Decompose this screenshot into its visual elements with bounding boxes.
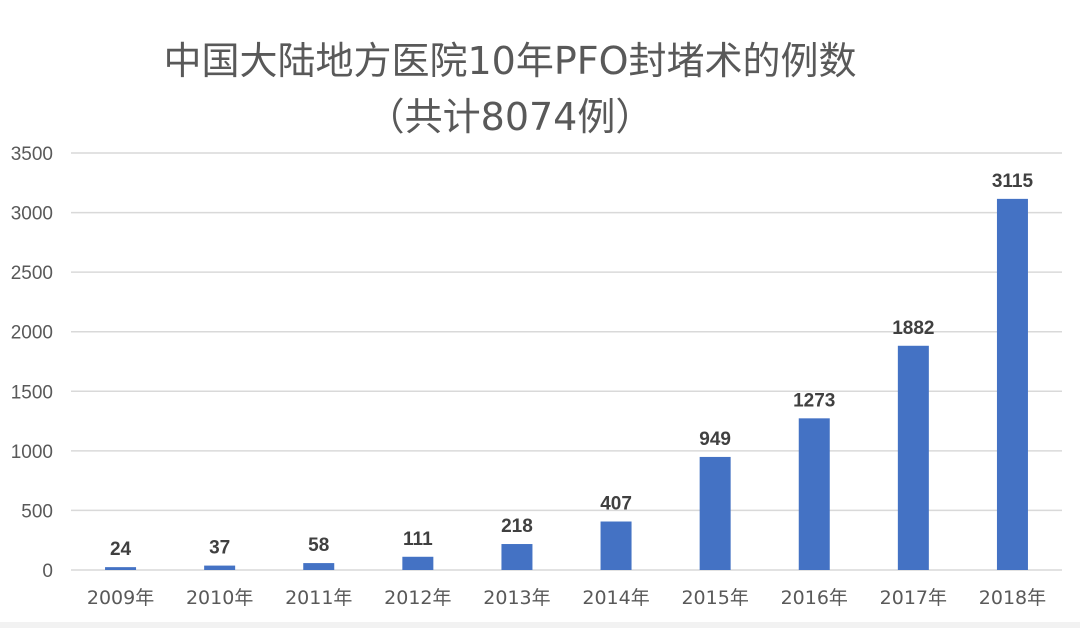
data-label: 24 [110, 539, 132, 560]
data-label: 1882 [892, 318, 934, 339]
data-label: 58 [308, 535, 329, 556]
y-tick-label: 3000 [11, 204, 53, 225]
x-tick-label: 2011年 [285, 587, 352, 609]
footer-strip [0, 622, 1080, 628]
x-tick-label: 2016年 [781, 587, 848, 609]
y-tick-label: 2000 [11, 323, 53, 344]
y-tick-label: 3500 [11, 144, 53, 165]
x-tick-label: 2009年 [87, 587, 154, 609]
data-label: 37 [209, 538, 230, 559]
bar [402, 556, 434, 570]
data-label: 218 [501, 516, 533, 537]
y-tick-label: 0 [42, 561, 53, 582]
x-tick-label: 2010年 [186, 587, 253, 609]
data-label: 949 [699, 429, 731, 450]
y-tick-label: 1500 [11, 382, 53, 403]
bar [996, 198, 1028, 570]
bar [798, 418, 830, 570]
y-tick-label: 1000 [11, 442, 53, 463]
y-tick-label: 500 [21, 501, 53, 522]
y-tick-label: 2500 [11, 263, 53, 284]
bar [600, 521, 632, 570]
bar [699, 456, 731, 570]
bar [501, 544, 533, 570]
data-label: 1273 [793, 390, 835, 411]
x-tick-label: 2014年 [582, 587, 649, 609]
data-label: 407 [600, 494, 632, 515]
data-label: 3115 [992, 171, 1034, 192]
x-tick-label: 2017年 [880, 587, 947, 609]
bar [897, 345, 929, 570]
chart-title: 中国大陆地方医院10年PFO封堵术的例数 [163, 39, 857, 83]
x-tick-label: 2012年 [384, 587, 451, 609]
chart-subtitle: （共计8074例） [366, 95, 654, 139]
x-tick-label: 2015年 [681, 587, 748, 609]
bar [105, 567, 137, 570]
bar [204, 565, 236, 570]
x-tick-label: 2013年 [483, 587, 550, 609]
x-tick-label: 2018年 [979, 587, 1046, 609]
bar [303, 563, 335, 570]
data-label: 111 [403, 529, 433, 550]
